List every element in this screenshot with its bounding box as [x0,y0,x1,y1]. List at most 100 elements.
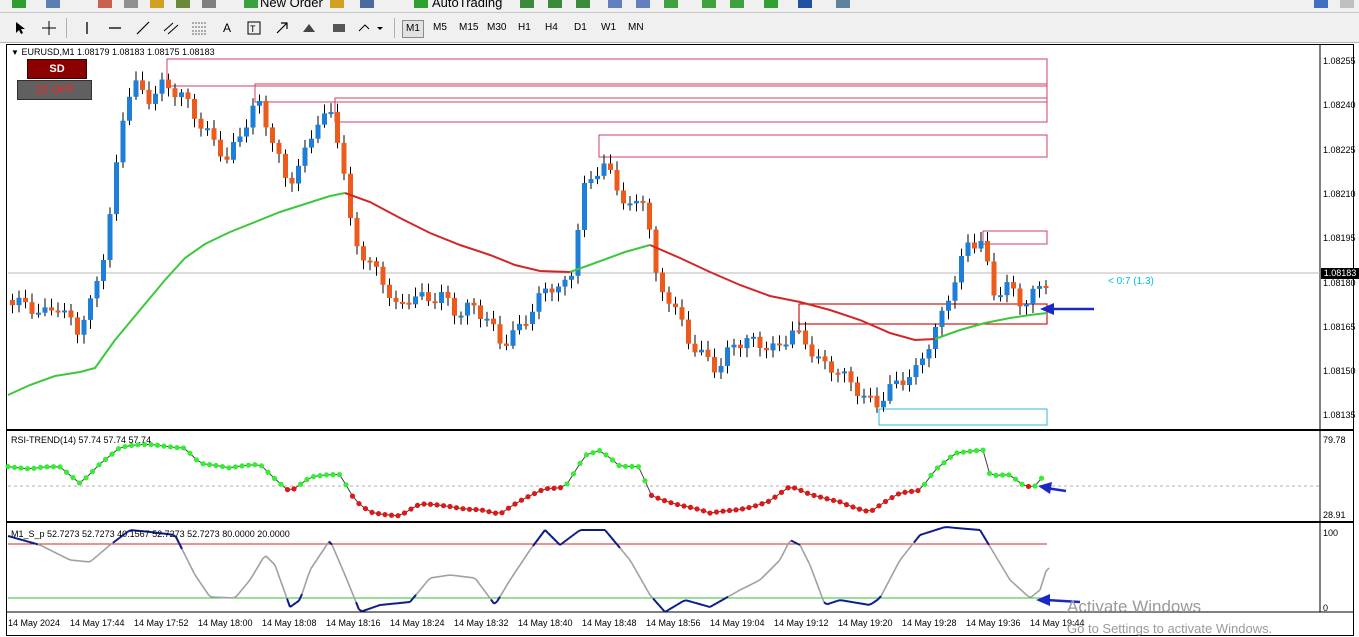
market-watch-icon[interactable] [98,0,112,8]
supply-zone-1[interactable] [166,58,1048,87]
stoch-segment [610,536,615,542]
rsi-dot [518,497,525,503]
timeframe-m30[interactable]: M30 [487,22,507,33]
text-label-icon[interactable]: T [246,19,262,37]
supply-zones[interactable] [166,58,1048,245]
sd-button[interactable]: SD [27,59,87,79]
timeframe-h1[interactable]: H1 [518,22,531,33]
zoom-out-icon[interactable] [636,0,650,8]
stoch-segment [499,591,504,598]
cursor-icon[interactable] [12,19,28,37]
new-order-button[interactable]: New Order [260,0,323,10]
stoch-segment [565,537,570,542]
rsi-dot [473,506,479,513]
rsi-dot [934,465,941,471]
indicators-icon[interactable] [764,0,778,8]
rsi-dot [89,468,96,475]
timeframe-h4[interactable]: H4 [545,22,558,33]
stoch-segment [700,603,705,607]
candle-body [712,357,717,373]
candle-body [478,305,483,319]
stoch-segment [55,552,60,556]
candle-body [855,382,860,396]
triangle-icon[interactable] [300,19,318,37]
chart-window[interactable] [6,44,1354,636]
timeframe-mn[interactable]: MN [628,22,644,33]
profiles-icon[interactable] [46,0,60,8]
zz-off-button[interactable]: ZZ OFF [17,80,92,100]
stoch-segment [757,578,762,582]
collapse-triangle-icon[interactable]: ▼ [11,48,19,57]
stoch-segment [682,599,687,603]
rsi-dot [356,500,362,507]
navigator-icon[interactable] [150,0,164,8]
rsi-dot [525,494,531,500]
timeframe-m1[interactable]: M1 [402,20,424,38]
demand-zone-red[interactable] [798,303,1048,325]
stoch-segment [688,600,693,603]
rsi-dot [31,465,37,471]
text-icon[interactable]: A [222,21,231,35]
rsi-dot [291,486,297,492]
rsi-dot [902,489,908,495]
candle-body [224,156,230,160]
periods-icon[interactable] [798,0,812,8]
terminal-icon[interactable] [176,0,190,8]
stoch-segment [64,556,69,560]
rsi-dot [486,509,492,515]
new-order-icon[interactable] [244,0,258,8]
timeframe-d1[interactable]: D1 [574,22,587,33]
demand-zone-cyan[interactable] [878,408,1048,426]
arrow-shape-icon[interactable] [274,19,290,37]
supply-zone-5[interactable] [982,230,1048,245]
templates-icon[interactable] [836,0,850,8]
stoch-segment [178,542,183,550]
candle-body [296,165,301,184]
stoch-segment [415,590,420,596]
rsi-dot [967,448,973,454]
scroll-chart-icon[interactable] [702,0,716,8]
trendline-icon[interactable] [134,19,152,37]
rsi-dot [895,491,902,497]
vertical-line-icon[interactable] [80,19,94,37]
candle-body [62,310,67,313]
fibonacci-icon[interactable] [190,19,208,37]
candle-body [1024,303,1029,307]
supply-zone-4[interactable] [598,134,1048,158]
candle-body [952,282,958,301]
rsi-bottom-label: 28.91 [1323,510,1346,520]
search-icon[interactable] [1314,0,1328,8]
supply-zone-2[interactable] [254,83,1048,103]
bar-chart-icon[interactable] [520,0,534,8]
signals-icon[interactable] [360,0,374,8]
new-chart-icon[interactable] [12,0,26,8]
stoch-segment [505,581,510,588]
more-objects-icon[interactable] [356,19,386,37]
stoch-segment [778,555,783,562]
timeframe-w1[interactable]: W1 [601,22,616,33]
crosshair-icon[interactable] [40,19,58,37]
timeframe-m5[interactable]: M5 [433,22,447,33]
equidistant-channel-icon[interactable] [162,19,180,37]
autotrading-button[interactable]: AutoTrading [432,0,503,10]
data-window-icon[interactable] [124,0,138,8]
line-chart-icon[interactable] [576,0,590,8]
supply-zone-3[interactable] [334,97,1048,123]
zoom-in-icon[interactable] [608,0,622,8]
time-label: 14 May 18:32 [454,618,509,628]
rsi-dot [596,448,603,454]
tile-windows-icon[interactable] [664,0,678,8]
tester-icon[interactable] [202,0,216,8]
community-icon[interactable] [1340,0,1354,8]
chart-shift-icon[interactable] [730,0,744,8]
horizontal-line-icon[interactable] [106,19,124,37]
timeframe-m15[interactable]: M15 [459,22,479,33]
metaeditor-icon[interactable] [330,0,344,8]
autotrading-icon[interactable] [414,0,428,8]
candle-body [744,338,750,349]
stoch-separator[interactable] [6,521,1353,523]
rectangle-icon[interactable] [330,19,348,37]
rsi-separator[interactable] [6,429,1353,431]
candlestick-icon[interactable] [548,0,562,8]
